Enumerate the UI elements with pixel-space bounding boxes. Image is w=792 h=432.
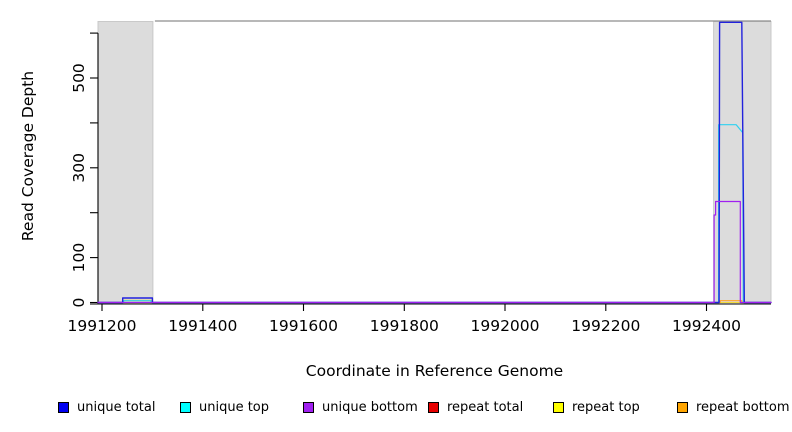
y-axis-title: Read Coverage Depth: [19, 70, 37, 242]
legend-item-unique-top: unique top: [180, 400, 269, 415]
x-tick-label: 1991600: [269, 317, 338, 335]
series-line-unique-bottom: [97, 200, 772, 304]
legend-label-repeat-total: repeat total: [447, 400, 524, 415]
legend-label-unique-bottom: unique bottom: [322, 400, 418, 415]
y-tick-label: 500: [70, 63, 88, 93]
legend-label-repeat-top: repeat top: [572, 400, 640, 415]
legend-item-unique-total: unique total: [58, 400, 155, 415]
legend: unique total unique top unique bottom re…: [0, 400, 792, 422]
legend-swatch-repeat-top: [553, 402, 564, 413]
x-tick-label: 1992000: [470, 317, 539, 335]
series-line-unique-total: [97, 21, 772, 304]
legend-item-repeat-bottom: repeat bottom: [677, 400, 790, 415]
x-tick-label: 1992200: [571, 317, 640, 335]
y-tick-label: 300: [70, 153, 88, 183]
legend-label-repeat-bottom: repeat bottom: [696, 400, 790, 415]
legend-item-unique-bottom: unique bottom: [303, 400, 418, 415]
legend-swatch-unique-top: [180, 402, 191, 413]
legend-label-unique-top: unique top: [199, 400, 270, 415]
x-tick-label: 1991800: [370, 317, 439, 335]
legend-swatch-repeat-bottom: [677, 402, 688, 413]
shaded-region: [97, 21, 154, 304]
x-tick-label: 1991200: [67, 317, 136, 335]
legend-swatch-unique-total: [58, 402, 69, 413]
legend-swatch-unique-bottom: [303, 402, 314, 413]
legend-swatch-repeat-total: [428, 402, 439, 413]
x-axis-title: Coordinate in Reference Genome: [305, 362, 564, 380]
series-line-unique-top: [97, 124, 772, 304]
x-tick-label: 1991400: [168, 317, 237, 335]
legend-label-unique-total: unique total: [77, 400, 156, 415]
y-tick-label: 0: [70, 298, 88, 308]
legend-item-repeat-top: repeat top: [553, 400, 640, 415]
legend-item-repeat-total: repeat total: [428, 400, 523, 415]
x-tick-label: 1992400: [672, 317, 741, 335]
y-tick-label: 100: [70, 243, 88, 273]
